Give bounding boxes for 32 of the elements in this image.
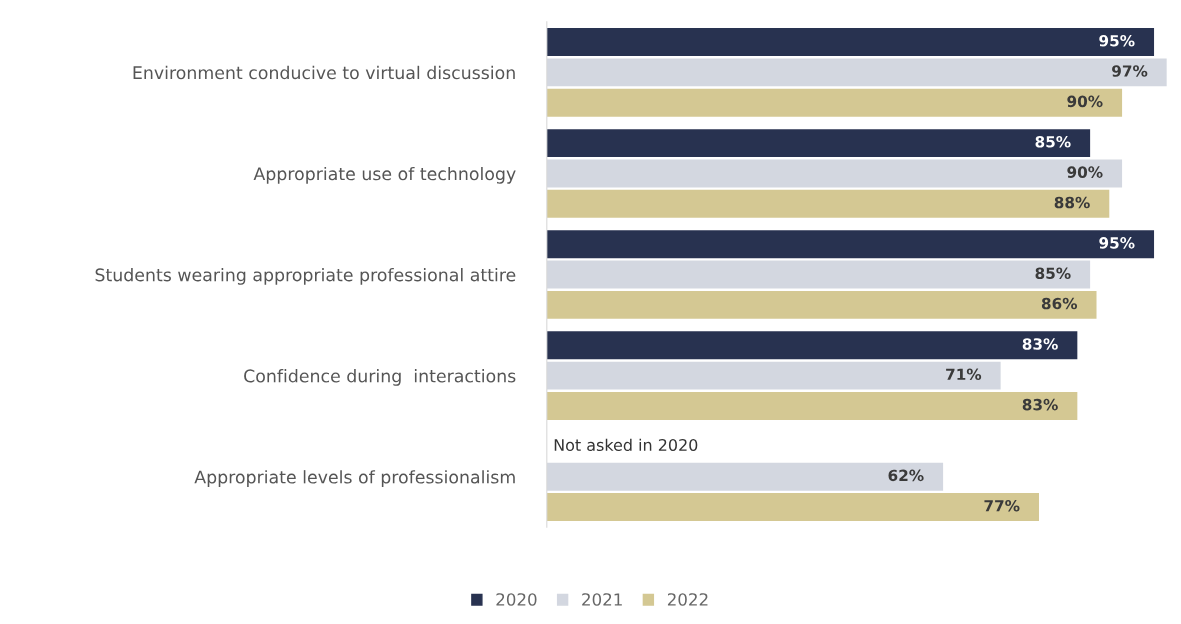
legend-label: 2022 <box>667 593 708 606</box>
y-tick-label: Environment conducive to virtual discussion <box>133 65 515 80</box>
data-label: 85% <box>1035 136 1071 148</box>
bar <box>546 290 1097 319</box>
legend-label: 2021 <box>582 593 622 606</box>
data-label: 86% <box>1041 297 1078 310</box>
data-label: 95% <box>1099 34 1135 47</box>
bar <box>546 88 1123 117</box>
annotation: Not asked in 2020 <box>554 438 698 452</box>
data-label: 71% <box>946 368 982 381</box>
data-label: 95% <box>1099 237 1135 249</box>
data-label: 85% <box>1035 267 1071 279</box>
bar <box>546 129 1091 158</box>
data-label: 83% <box>1022 338 1058 350</box>
data-label: 62% <box>888 469 924 482</box>
data-label: 97% <box>1112 65 1148 77</box>
data-label: 90% <box>1067 166 1103 178</box>
bar <box>546 189 1110 218</box>
data-label: 88% <box>1054 196 1090 209</box>
bar <box>546 493 1039 522</box>
y-tick-label: Students wearing appropriate professional attire <box>95 267 516 285</box>
bar <box>546 331 1078 360</box>
data-label: 83% <box>1022 398 1058 411</box>
bar <box>546 230 1155 259</box>
data-label: 77% <box>984 499 1020 512</box>
y-tick-label: Appropriate use of technology <box>253 166 516 184</box>
legend-label: 2020 <box>496 593 537 606</box>
y-tick-label: Confidence during interactions <box>244 369 516 386</box>
y-tick-label: Appropriate levels of professionalism <box>194 470 515 487</box>
data-label: 90% <box>1067 95 1103 108</box>
bar <box>546 28 1155 57</box>
bar <box>546 392 1078 420</box>
